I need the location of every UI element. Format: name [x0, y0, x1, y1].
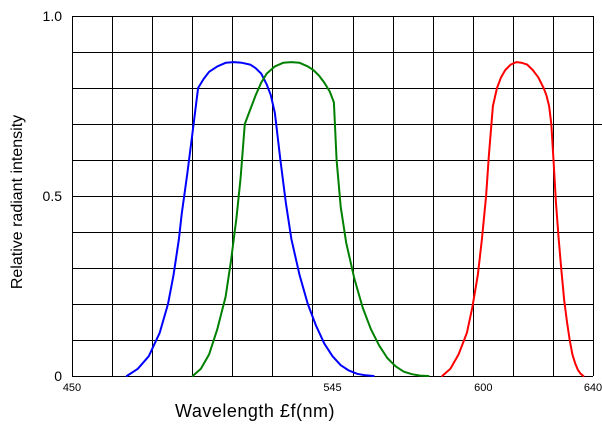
- grid-lines: [72, 16, 602, 377]
- y-tick-label: 1.0: [43, 8, 63, 24]
- series-layer: [125, 61, 585, 377]
- tick-labels: 0 0.5 1.0 450 545 600 640: [43, 8, 602, 394]
- y-tick-label: 0.5: [43, 188, 63, 204]
- x-tick-label: 545: [323, 382, 341, 394]
- y-axis-title: Relative radiant intensity: [9, 115, 26, 289]
- series-line-3: [441, 61, 585, 377]
- series-line-2: [191, 61, 430, 377]
- series-line-1: [125, 61, 375, 377]
- y-tick-label: 0: [54, 368, 62, 384]
- x-tick-label: 450: [63, 382, 81, 394]
- x-axis-title: Wavelength £f(nm): [175, 401, 335, 421]
- x-tick-label: 640: [584, 382, 602, 394]
- x-tick-label: 600: [474, 382, 492, 394]
